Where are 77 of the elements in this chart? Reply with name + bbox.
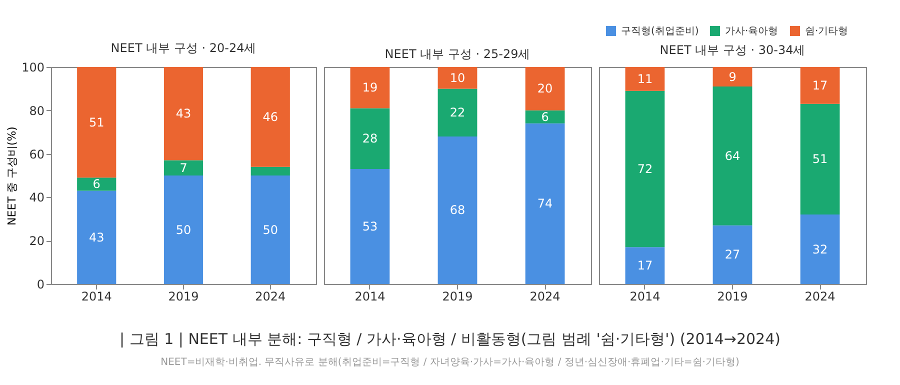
bar — [712, 86, 752, 226]
y-tick-label: 80 — [29, 104, 44, 118]
bar — [525, 110, 565, 124]
bar — [438, 88, 478, 136]
chart-title: NEET 내부 구성 · 30-34세 — [660, 43, 806, 57]
bar — [625, 67, 665, 91]
data-label: 10 — [450, 70, 466, 85]
bar — [250, 67, 290, 167]
data-label: 28 — [362, 132, 378, 146]
data-label: 50 — [176, 222, 192, 237]
x-tick-label: 2014 — [354, 290, 386, 304]
y-tick-label: 100 — [22, 60, 44, 74]
bar — [350, 168, 390, 284]
bar — [625, 247, 665, 284]
data-label: 27 — [724, 248, 740, 262]
data-label: 17 — [812, 78, 828, 92]
bar — [712, 67, 752, 87]
data-label: 46 — [262, 110, 278, 124]
data-label: 50 — [262, 222, 278, 237]
x-tick-label: 2024 — [804, 290, 836, 304]
bar — [77, 190, 116, 284]
bar — [525, 123, 565, 284]
bar — [625, 90, 665, 248]
x-tick-label: 2019 — [168, 290, 199, 304]
data-label: 43 — [88, 230, 104, 244]
data-label: 53 — [362, 219, 378, 234]
x-tick-label: 2024 — [255, 290, 286, 304]
data-label: 6 — [92, 177, 100, 192]
legend-label: 구직형(취업준비) — [621, 26, 699, 37]
data-label: 74 — [537, 196, 553, 211]
legend-label: 가사·육아형 — [725, 26, 778, 37]
bar — [350, 67, 390, 108]
data-label: 51 — [88, 115, 104, 130]
bar — [350, 108, 390, 169]
bar — [164, 67, 204, 160]
bar — [438, 67, 478, 89]
data-label: 22 — [450, 106, 466, 120]
data-label: 9 — [728, 70, 736, 84]
data-label: 17 — [637, 258, 653, 273]
data-label: 32 — [812, 242, 828, 256]
y-tick-label: 40 — [29, 190, 44, 205]
y-axis-title: NEET 중 구성비(%) — [6, 126, 19, 226]
data-label: 20 — [537, 82, 553, 96]
data-label: 51 — [812, 152, 828, 166]
y-tick-label: 20 — [29, 234, 44, 248]
bar — [800, 67, 840, 104]
data-label: 6 — [541, 110, 549, 124]
bar — [250, 166, 290, 176]
bar — [164, 176, 204, 284]
bar — [77, 67, 116, 178]
data-label: 68 — [450, 203, 466, 218]
data-label: 11 — [637, 72, 653, 86]
chart-title: NEET 내부 구성 · 20-24세 — [110, 41, 256, 55]
bar — [712, 225, 752, 284]
data-label: 43 — [176, 106, 192, 121]
x-tick-label: 2014 — [630, 290, 660, 304]
x-tick-label: 2019 — [442, 290, 473, 304]
data-label: 72 — [637, 162, 653, 176]
bar — [77, 178, 116, 191]
x-tick-label: 2024 — [530, 290, 560, 304]
text: | 그림 1 | NEET 내부 분해: 구직형 / 가사·육아형 / 비활동형(그림 범례 '쉼·기타형') (2014→2024) — [118, 330, 782, 349]
bar — [250, 176, 290, 284]
y-tick-label: 0 — [36, 278, 44, 292]
data-label: 19 — [362, 80, 378, 95]
x-tick-label: 2019 — [717, 290, 748, 304]
bar — [800, 214, 840, 284]
bar — [800, 104, 840, 215]
text: NEET=비재학·비취업. 무직사유로 분해(취업준비=구직형 / 자녀양육·가사=가사·육아형 / 정년·심신장애·휴폐업·기타=쉼·기타형) — [160, 356, 740, 369]
data-label: 64 — [724, 148, 740, 163]
legend-label: 쉼·기타형 — [805, 26, 848, 37]
bar — [438, 136, 478, 284]
data-label: 7 — [180, 160, 188, 175]
x-tick-label: 2014 — [81, 290, 112, 304]
bar — [525, 67, 565, 110]
y-tick-label: 60 — [29, 147, 44, 162]
chart-title: NEET 내부 구성 · 25-29세 — [384, 47, 530, 61]
bar — [164, 160, 204, 176]
